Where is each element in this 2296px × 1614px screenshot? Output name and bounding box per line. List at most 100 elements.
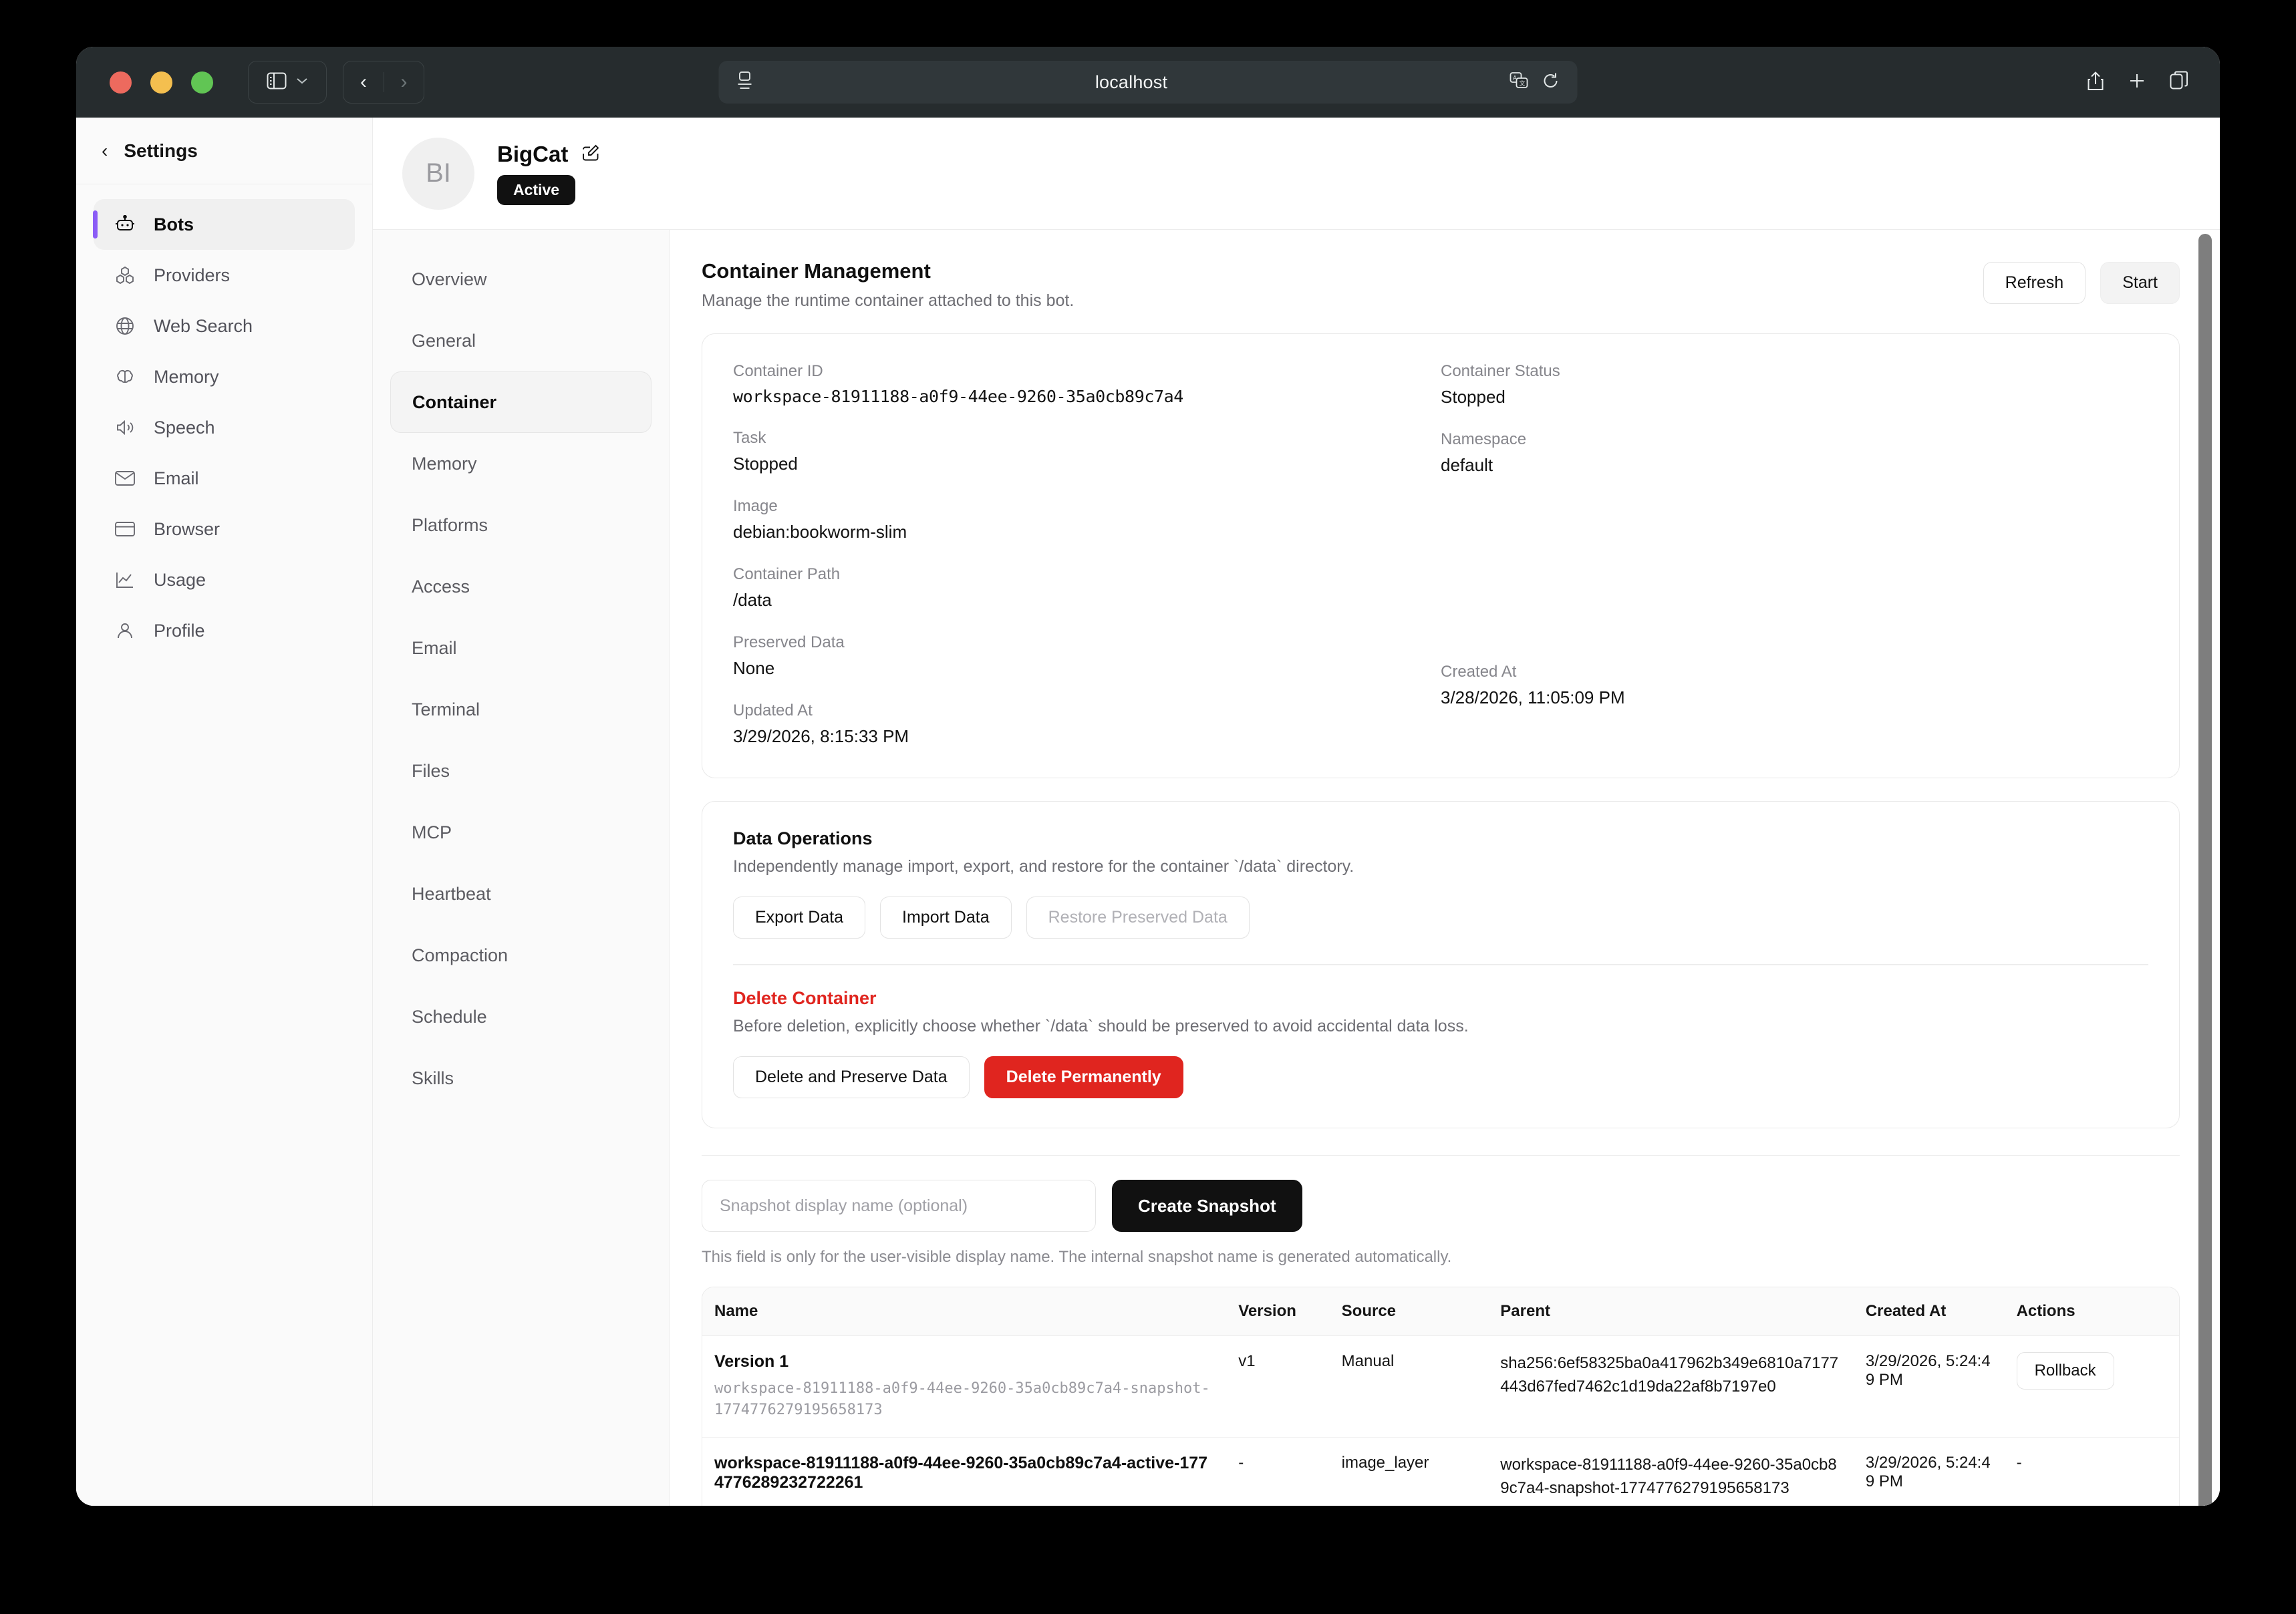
sidebar-item-browser[interactable]: Browser bbox=[94, 504, 355, 554]
bot-icon bbox=[114, 213, 136, 236]
delete-permanently-button[interactable]: Delete Permanently bbox=[984, 1056, 1183, 1098]
navigation-buttons: ‹ › bbox=[343, 61, 424, 104]
status-badge: Active bbox=[497, 175, 576, 205]
tab-email[interactable]: Email bbox=[412, 637, 457, 658]
sidebar-item-memory[interactable]: Memory bbox=[94, 351, 355, 402]
delete-container-title: Delete Container bbox=[733, 987, 877, 1008]
delete-and-preserve-data-button[interactable]: Delete and Preserve Data bbox=[733, 1056, 970, 1098]
create-snapshot-button[interactable]: Create Snapshot bbox=[1112, 1180, 1302, 1232]
tab-compaction[interactable]: Compaction bbox=[412, 945, 509, 965]
tab-schedule[interactable]: Schedule bbox=[412, 1006, 487, 1027]
sidebar-item-label: Usage bbox=[154, 569, 206, 590]
url-bar[interactable]: localhost A 文 bbox=[718, 61, 1578, 104]
column-header-parent: Parent bbox=[1488, 1287, 1854, 1336]
reader-view-icon[interactable] bbox=[736, 71, 754, 94]
sidebar-item-usage[interactable]: Usage bbox=[94, 554, 355, 605]
sidebar-header[interactable]: ‹ Settings bbox=[76, 118, 372, 184]
field-value: workspace-81911188-a0f9-44ee-9260-35a0cb… bbox=[733, 387, 1183, 406]
tab-platforms[interactable]: Platforms bbox=[412, 514, 488, 535]
plus-icon[interactable] bbox=[2128, 71, 2146, 94]
snapshot-action: - bbox=[2004, 1437, 2179, 1506]
sidebar-item-bots[interactable]: Bots bbox=[93, 199, 355, 250]
rollback-button[interactable]: Rollback bbox=[2016, 1352, 2114, 1390]
sidebar-item-web-search[interactable]: Web Search bbox=[94, 301, 355, 351]
avatar: BI bbox=[402, 137, 474, 210]
field-value: 3/29/2026, 8:15:33 PM bbox=[733, 726, 909, 746]
snapshot-name: workspace-81911188-a0f9-44ee-9260-35a0cb… bbox=[714, 1453, 1208, 1492]
edit-pencil-icon[interactable] bbox=[581, 144, 600, 166]
tab-terminal[interactable]: Terminal bbox=[412, 699, 480, 719]
person-icon bbox=[114, 619, 136, 642]
snapshot-create-row: Create Snapshot bbox=[702, 1180, 2180, 1232]
import-data-button[interactable]: Import Data bbox=[880, 897, 1012, 939]
tab-overview-icon[interactable] bbox=[2169, 71, 2189, 94]
sidebar-item-label: Speech bbox=[154, 417, 215, 438]
share-icon[interactable] bbox=[2086, 70, 2105, 95]
reload-icon[interactable] bbox=[1542, 71, 1560, 94]
close-window-button[interactable] bbox=[110, 71, 132, 94]
tab-files[interactable]: Files bbox=[412, 760, 450, 781]
field-container-path: Container Path /data bbox=[733, 565, 1441, 611]
back-chevron-icon[interactable]: ‹ bbox=[102, 140, 108, 161]
snapshot-name-input[interactable] bbox=[702, 1180, 1096, 1232]
snapshot-created-at: 3/29/2026, 5:24:49 PM bbox=[1853, 1335, 2005, 1438]
field-value: Stopped bbox=[733, 454, 798, 474]
snapshot-source: Manual bbox=[1329, 1335, 1489, 1438]
bot-settings-tabs: Overview General Container Memory Platfo… bbox=[373, 230, 670, 1506]
tab-skills[interactable]: Skills bbox=[412, 1068, 454, 1088]
back-arrow-icon[interactable]: ‹ bbox=[360, 71, 367, 93]
tab-general[interactable]: General bbox=[412, 330, 476, 351]
info-column-right: Container Status Stopped Namespace defau… bbox=[1441, 362, 2148, 747]
export-data-button[interactable]: Export Data bbox=[733, 897, 866, 939]
field-label: Preserved Data bbox=[733, 633, 845, 651]
section-divider bbox=[733, 964, 2148, 965]
panel-subtitle: Manage the runtime container attached to… bbox=[702, 291, 1074, 310]
bot-meta: BigCat Active bbox=[497, 142, 600, 205]
tab-access[interactable]: Access bbox=[412, 576, 470, 597]
tab-overview[interactable]: Overview bbox=[412, 269, 487, 289]
field-label: Container ID bbox=[733, 362, 823, 380]
content-area: BI BigCat Active bbox=[373, 118, 2220, 1506]
providers-icon bbox=[114, 264, 136, 287]
data-operations-buttons: Export Data Import Data Restore Preserve… bbox=[733, 897, 2148, 939]
tab-heartbeat[interactable]: Heartbeat bbox=[412, 883, 491, 904]
delete-container-buttons: Delete and Preserve Data Delete Permanen… bbox=[733, 1056, 2148, 1098]
sidebar-item-label: Memory bbox=[154, 366, 219, 387]
field-preserved-data: Preserved Data None bbox=[733, 633, 1441, 679]
minimize-window-button[interactable] bbox=[150, 71, 172, 94]
refresh-button[interactable]: Refresh bbox=[1983, 262, 2086, 304]
url-text: localhost bbox=[1095, 71, 1168, 92]
info-column-left: Container ID workspace-81911188-a0f9-44e… bbox=[733, 362, 1441, 747]
field-value: None bbox=[733, 658, 775, 678]
bot-header: BI BigCat Active bbox=[373, 118, 2220, 230]
sidebar-item-label: Providers bbox=[154, 265, 231, 285]
sidebar-item-email[interactable]: Email bbox=[94, 453, 355, 504]
restore-preserved-data-button[interactable]: Restore Preserved Data bbox=[1026, 897, 1250, 939]
tab-mcp[interactable]: MCP bbox=[412, 822, 452, 842]
snapshot-version: - bbox=[1226, 1437, 1330, 1506]
field-image: Image debian:bookworm-slim bbox=[733, 497, 1441, 542]
field-label: Image bbox=[733, 497, 778, 515]
translate-icon[interactable]: A 文 bbox=[1510, 71, 1530, 94]
data-operations-title: Data Operations bbox=[733, 828, 873, 848]
vertical-scrollbar[interactable] bbox=[2198, 234, 2212, 1506]
sidebar-toggle-button[interactable] bbox=[248, 61, 327, 104]
sidebar-item-speech[interactable]: Speech bbox=[94, 402, 355, 453]
snapshot-help-text: This field is only for the user-visible … bbox=[702, 1248, 1452, 1266]
start-button[interactable]: Start bbox=[2100, 262, 2180, 304]
snapshot-created-at: 3/29/2026, 5:24:49 PM bbox=[1853, 1437, 2005, 1506]
envelope-icon bbox=[114, 467, 136, 490]
globe-icon bbox=[114, 315, 136, 337]
snapshot-source: image_layer bbox=[1329, 1437, 1489, 1506]
sidebar-item-profile[interactable]: Profile bbox=[94, 605, 355, 656]
sidebar-item-label: Browser bbox=[154, 518, 221, 539]
forward-arrow-icon[interactable]: › bbox=[383, 72, 424, 92]
sidebar-item-label: Web Search bbox=[154, 315, 253, 336]
sidebar-item-providers[interactable]: Providers bbox=[94, 250, 355, 301]
tab-container[interactable]: Container bbox=[390, 371, 652, 433]
sidebar-item-label: Profile bbox=[154, 620, 205, 641]
tab-memory[interactable]: Memory bbox=[412, 453, 477, 474]
snapshot-name: Version 1 bbox=[714, 1352, 789, 1371]
container-management-panel: Container Management Manage the runtime … bbox=[670, 230, 2220, 1506]
maximize-window-button[interactable] bbox=[191, 71, 213, 94]
